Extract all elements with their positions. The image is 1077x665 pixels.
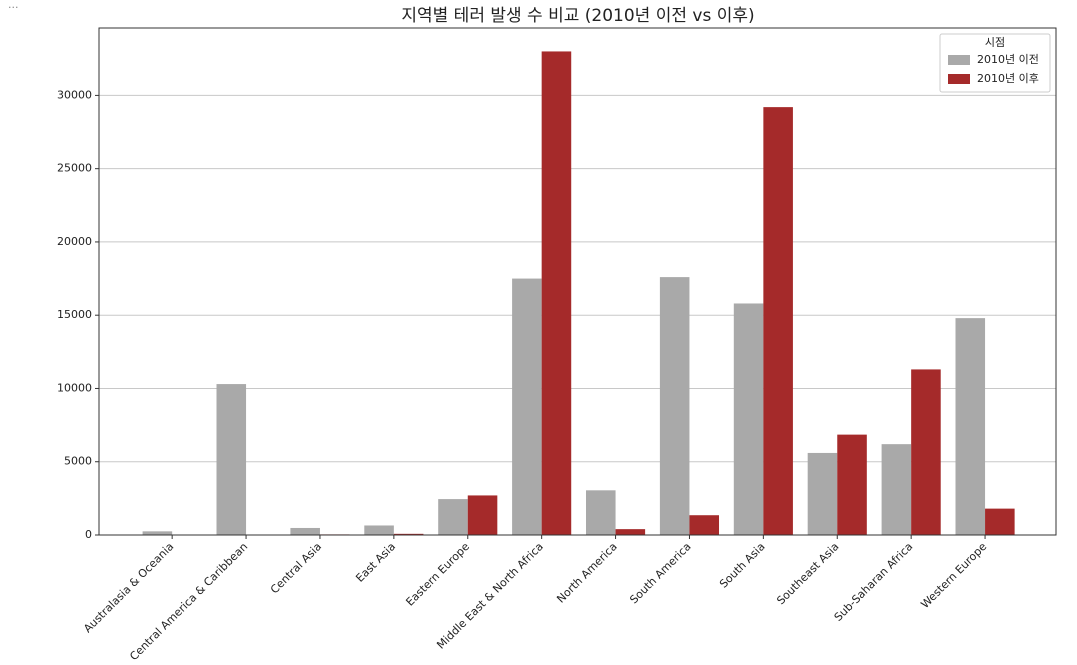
bar xyxy=(808,453,838,535)
legend-swatch xyxy=(948,55,970,65)
x-tick-label: Sub-Saharan Africa xyxy=(832,540,916,624)
y-tick-label: 15000 xyxy=(57,308,92,321)
y-tick-label: 0 xyxy=(85,528,92,541)
bar xyxy=(364,525,394,535)
x-tick-label: South Asia xyxy=(717,540,768,591)
bar xyxy=(542,51,572,535)
legend-swatch xyxy=(948,74,970,84)
x-tick-label: North America xyxy=(554,540,620,606)
bar xyxy=(955,318,985,535)
y-tick-label: 25000 xyxy=(57,162,92,175)
bar xyxy=(689,515,719,535)
output-marker: ... xyxy=(8,0,19,11)
legend-title: 시점 xyxy=(985,36,1005,49)
x-tick-label: Eastern Europe xyxy=(403,540,472,609)
bar xyxy=(882,444,912,535)
y-tick-label: 20000 xyxy=(57,235,92,248)
bar xyxy=(837,435,867,535)
y-tick-label: 10000 xyxy=(57,381,92,394)
x-tick-label: Central Asia xyxy=(268,540,324,596)
bar xyxy=(586,490,616,535)
bar xyxy=(763,107,793,535)
bar xyxy=(512,279,542,535)
legend-label: 2010년 이후 xyxy=(977,72,1039,85)
bar xyxy=(143,531,173,535)
x-tick-label: Central America & Caribbean xyxy=(127,540,250,661)
chart-title: 지역별 테러 발생 수 비교 (2010년 이전 vs 이후) xyxy=(401,6,754,26)
bar xyxy=(438,499,468,535)
bar xyxy=(734,303,764,535)
legend-label: 2010년 이전 xyxy=(977,53,1039,66)
bar xyxy=(468,495,498,535)
bar xyxy=(290,528,320,535)
bar xyxy=(616,529,646,535)
bar xyxy=(911,369,941,535)
x-tick-label: Western Europe xyxy=(918,540,989,611)
y-tick-label: 30000 xyxy=(57,88,92,101)
x-tick-label: South America xyxy=(627,540,693,606)
x-tick-label: Southeast Asia xyxy=(774,540,841,607)
y-tick-label: 5000 xyxy=(64,455,92,468)
bar xyxy=(660,277,690,535)
bar xyxy=(985,509,1015,535)
x-tick-label: East Asia xyxy=(353,540,398,585)
bar xyxy=(217,384,247,535)
